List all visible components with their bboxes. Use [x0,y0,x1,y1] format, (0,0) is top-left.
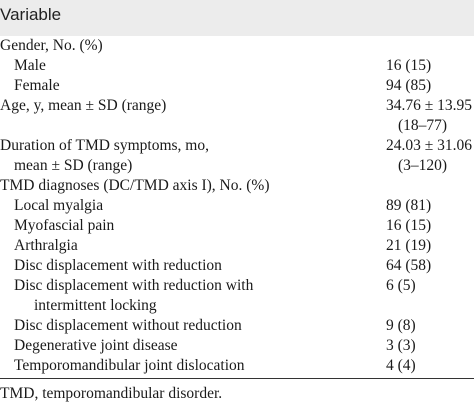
table-row: Disc displacement with reduction with 6 … [0,276,474,296]
row-value: 64 (58) [386,257,432,274]
row-label: intermittent locking [34,297,157,314]
table-row: Degenerative joint disease 3 (3) [0,336,474,356]
row-value: 24.03 ± 31.06 [386,137,473,154]
table-row: Temporomandibular joint dislocation 4 (4… [0,356,474,376]
table-row: Disc displacement with reduction 64 (58) [0,256,474,276]
row-value: 21 (19) [386,237,432,254]
row-label: Disc displacement with reduction with [14,277,254,294]
row-value: 3 (3) [386,337,416,354]
table-row: Disc displacement without reduction 9 (8… [0,316,474,336]
table-row: intermittent locking [0,296,474,316]
row-label: Disc displacement with reduction [14,257,222,274]
table-row: Duration of TMD symptoms, mo, 24.03 ± 31… [0,136,474,156]
row-label: TMD diagnoses (DC/TMD axis I), No. (%) [0,177,270,194]
table-row: Male 16 (15) [0,56,474,76]
row-label: Duration of TMD symptoms, mo, [0,137,209,154]
table-row: Myofascial pain 16 (15) [0,216,474,236]
row-range: (18–77) [398,117,448,134]
row-label: Myofascial pain [14,217,115,234]
row-label: Arthralgia [14,237,78,254]
row-value: 16 (15) [386,217,432,234]
table-row: Gender, No. (%) [0,36,474,56]
row-label: Disc displacement without reduction [14,317,242,334]
row-label: Female [14,77,60,94]
row-label: mean ± SD (range) [14,157,133,174]
table-header: Variable [0,0,474,36]
table-bottom-rule [0,378,474,379]
table-row: mean ± SD (range) (3–120) [0,156,474,176]
row-label: Local myalgia [14,197,104,214]
row-label: Degenerative joint disease [14,337,178,354]
row-label: Gender, No. (%) [0,37,103,54]
table-row: (18–77) [0,116,474,136]
row-label: Temporomandibular joint dislocation [14,357,245,374]
row-label: Age, y, mean ± SD (range) [0,97,167,114]
table-row: Local myalgia 89 (81) [0,196,474,216]
row-value: 4 (4) [386,357,416,374]
table-row: Female 94 (85) [0,76,474,96]
row-label: Male [14,57,46,74]
row-value: 9 (8) [386,317,416,334]
row-value: 34.76 ± 13.95 [386,97,473,114]
row-range: (3–120) [398,157,448,174]
table-row: Age, y, mean ± SD (range) 34.76 ± 13.95 [0,96,474,116]
row-value: 94 (85) [386,77,432,94]
table-footnote: TMD, temporomandibular disorder. [0,385,223,402]
table-row: TMD diagnoses (DC/TMD axis I), No. (%) [0,176,474,196]
row-value: 16 (15) [386,57,432,74]
header-variable: Variable [0,5,62,24]
row-value: 6 (5) [386,277,416,294]
table-row: Arthralgia 21 (19) [0,236,474,256]
row-value: 89 (81) [386,197,432,214]
